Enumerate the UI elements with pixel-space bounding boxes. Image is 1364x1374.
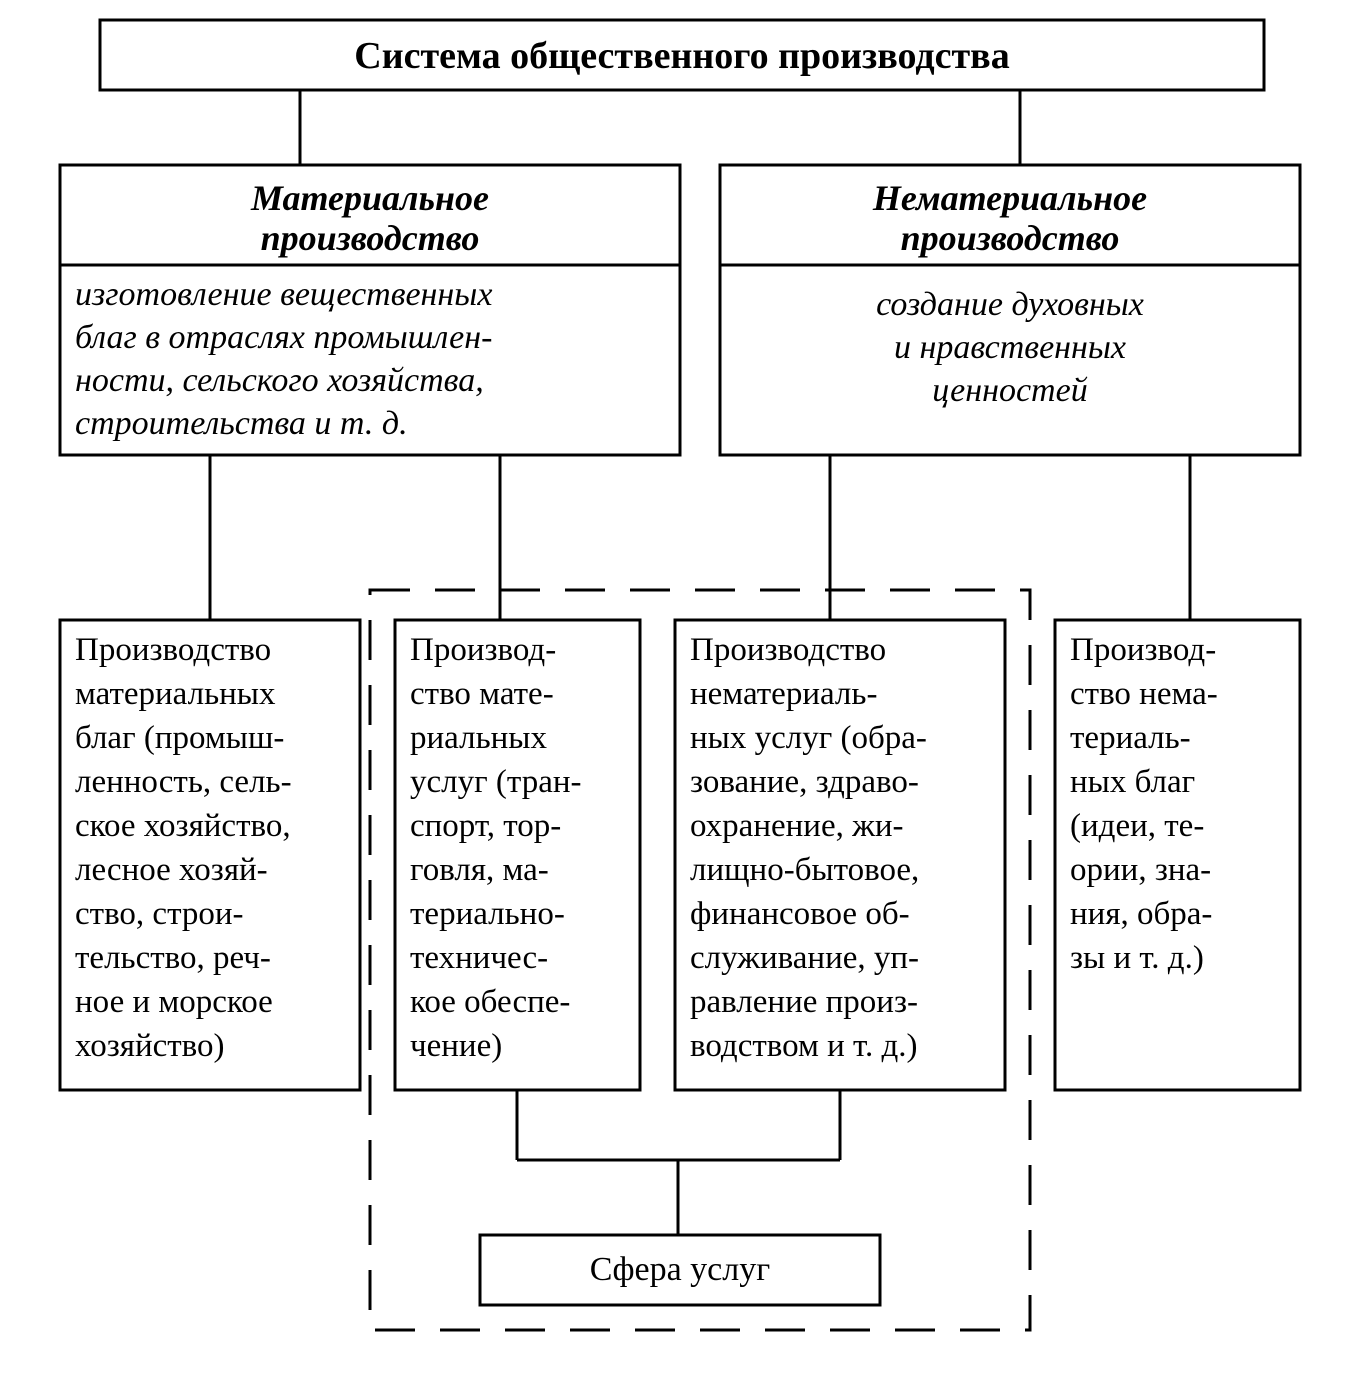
tier2-left-h2: производство [261, 218, 480, 258]
leaf-c-l1: Производство [690, 632, 886, 668]
leaf-c-l8: служивание, уп- [690, 940, 919, 976]
leaf-d-l7: ния, обра- [1070, 896, 1212, 932]
leaf-a-l3: благ (промыш- [75, 720, 284, 756]
leaf-c-l7: финансовое об- [690, 896, 910, 932]
leaf-c-l5: охранение, жи- [690, 808, 904, 844]
leaf-a-l8: тельство, реч- [75, 940, 271, 976]
leaf-a-l7: ство, строи- [75, 896, 244, 932]
leaf-d-l6: ории, зна- [1070, 852, 1211, 888]
leaf-a-l1: Производство [75, 632, 271, 668]
leaf-b-l1: Производ- [410, 632, 556, 668]
leaf-a: Производство материальных благ (промыш- … [60, 620, 360, 1090]
leaf-d-l2: ство нема- [1070, 676, 1218, 712]
diagram-canvas: Система общественного производства Матер… [0, 0, 1364, 1374]
leaf-c-l10: водством и т. д.) [690, 1028, 918, 1064]
leaf-b-l7: териально- [410, 896, 565, 932]
leaf-b-l9: кое обеспе- [410, 984, 570, 1020]
tier2-right-h2: производство [901, 218, 1120, 258]
tier2-left-d4: строительства и т. д. [75, 405, 408, 442]
root-title: Система общественного производства [354, 35, 1009, 77]
leaf-c-l9: равление произ- [690, 984, 918, 1020]
tier2-right-h1: Нематериальное [872, 178, 1147, 218]
leaf-c-l6: лищно-бытовое, [690, 852, 919, 888]
leaf-b-l2: ство мате- [410, 676, 554, 712]
leaf-c-l2: нематериаль- [690, 676, 877, 712]
tier2-right: Нематериальное производство создание дух… [720, 165, 1300, 455]
leaf-d: Производ- ство нема- териаль- ных благ (… [1055, 620, 1300, 1090]
leaf-d-l5: (идеи, те- [1070, 808, 1204, 844]
leaf-c-l3: ных услуг (обра- [690, 720, 927, 756]
tier2-right-d1: создание духовных [876, 286, 1144, 323]
tier2-left-d2: благ в отраслях промышлен- [75, 319, 492, 356]
leaf-b-l4: услуг (тран- [410, 764, 582, 800]
leaf-a-l2: материальных [75, 676, 276, 712]
tier2-left-h1: Материальное [250, 178, 489, 218]
leaf-c-l4: зование, здраво- [690, 764, 919, 800]
leaf-c: Производство нематериаль- ных услуг (обр… [675, 620, 1005, 1090]
leaf-b-l6: говля, ма- [410, 852, 549, 888]
leaf-d-l3: териаль- [1070, 720, 1191, 756]
leaf-b-l8: техничес- [410, 940, 548, 976]
tier2-left-d3: ности, сельского хозяйства, [75, 362, 484, 399]
leaf-a-l9: ное и морское [75, 984, 273, 1020]
leaf-a-l4: ленность, сель- [75, 764, 292, 800]
tier2-right-d3: ценностей [932, 372, 1087, 409]
leaf-a-l6: лесное хозяй- [75, 852, 268, 888]
tier2-left-d1: изготовление вещественных [75, 276, 492, 313]
leaf-a-l10: хозяйство) [75, 1028, 225, 1064]
tier2-left: Материальное производство изготовление в… [60, 165, 680, 455]
leaf-a-l5: ское хозяйство, [75, 808, 291, 844]
leaf-b-l3: риальных [410, 720, 547, 756]
leaf-d-l1: Производ- [1070, 632, 1216, 668]
leaf-b-l10: чение) [410, 1028, 502, 1064]
leaf-d-l4: ных благ [1070, 764, 1195, 800]
tier2-right-d2: и нравственных [894, 329, 1126, 366]
leaf-d-l8: зы и т. д.) [1070, 940, 1204, 976]
leaf-b: Производ- ство мате- риальных услуг (тра… [395, 620, 640, 1090]
sphere-label: Сфера услуг [590, 1251, 770, 1288]
leaf-b-l5: спорт, тор- [410, 808, 561, 844]
